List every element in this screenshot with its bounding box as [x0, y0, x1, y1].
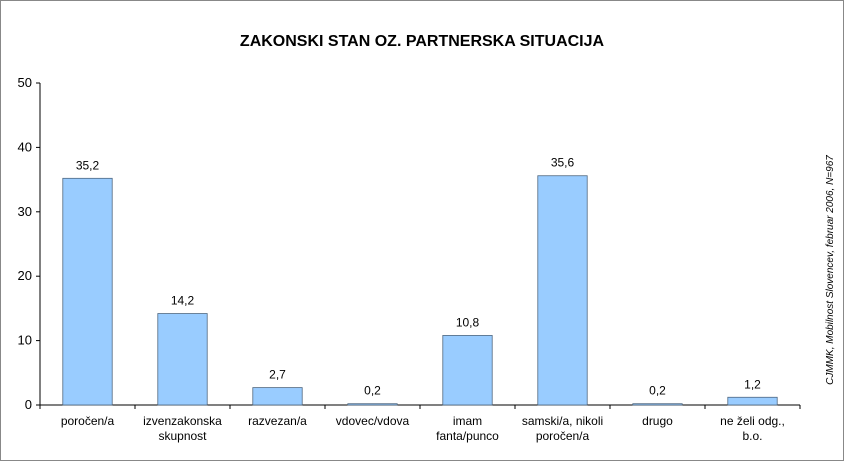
- y-tick-label: 20: [18, 268, 32, 283]
- x-tick-label: ne želi odg., b.o.: [720, 414, 785, 443]
- bar: [157, 313, 208, 406]
- bar: [347, 403, 398, 406]
- data-label: 0,2: [649, 384, 666, 398]
- bar: [62, 177, 113, 406]
- y-tick-label: 0: [25, 397, 32, 412]
- data-label: 35,6: [551, 156, 575, 170]
- x-tick-label: samski/a, nikoli poročen/a: [522, 414, 603, 443]
- bar: [442, 335, 493, 406]
- y-tick-label: 40: [18, 139, 32, 154]
- data-label: 1,2: [744, 377, 761, 391]
- data-label: 35,2: [76, 158, 100, 172]
- data-label: 10,8: [456, 315, 480, 329]
- bar: [537, 175, 588, 406]
- source-note: CJMMK, Mobilnost Slovencev, februar 2006…: [825, 155, 836, 385]
- chart-title: ZAKONSKI STAN OZ. PARTNERSKA SITUACIJA: [240, 33, 605, 50]
- bar: [727, 396, 778, 406]
- data-label: 0,2: [364, 384, 381, 398]
- x-tick-label: poročen/a: [61, 414, 115, 428]
- y-tick-label: 30: [18, 204, 32, 219]
- x-tick-label: izvenzakonska skupnost: [143, 414, 222, 443]
- bar: [632, 403, 683, 406]
- y-tick-label: 10: [18, 333, 32, 348]
- x-tick-label: drugo: [642, 414, 673, 428]
- bar: [252, 387, 303, 406]
- x-tick-label: imam fanta/punco: [436, 414, 499, 443]
- y-tick-label: 50: [18, 75, 32, 90]
- data-label: 2,7: [269, 368, 286, 382]
- data-label: 14,2: [171, 294, 195, 308]
- x-tick-label: razvezan/a: [248, 414, 307, 428]
- x-tick-label: vdovec/vdova: [336, 414, 410, 428]
